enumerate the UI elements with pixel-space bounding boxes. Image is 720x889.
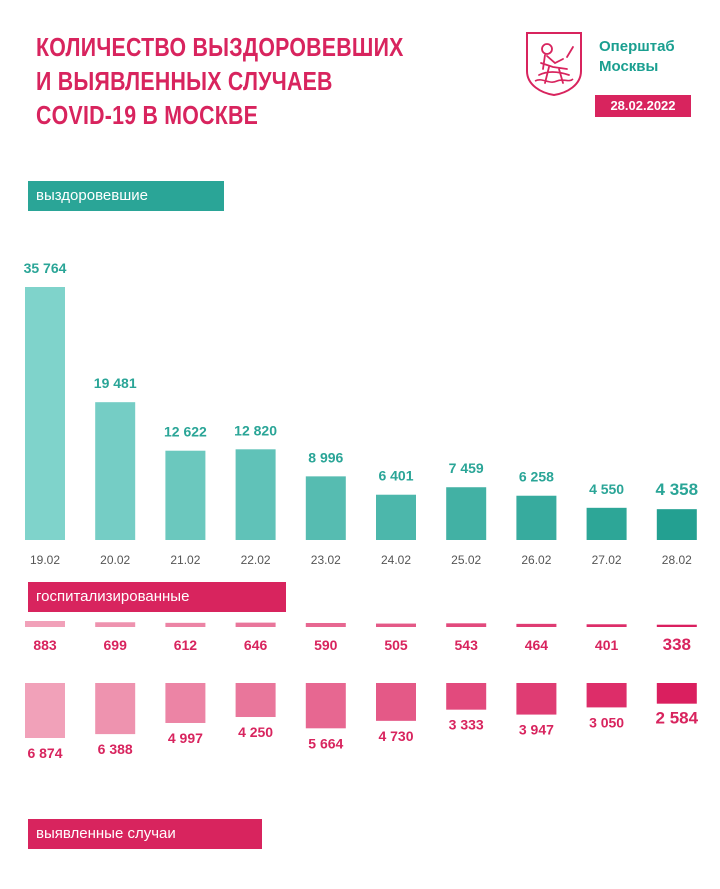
recovered-bar	[305, 476, 346, 540]
date-tick-label: 20.02	[100, 553, 130, 567]
recovered-value-label: 6 258	[519, 469, 554, 485]
detected-value-label: 3 947	[519, 722, 554, 738]
hospitalized-bar	[586, 624, 627, 627]
hospitalized-bar	[165, 622, 206, 627]
date-tick-label: 24.02	[381, 553, 411, 567]
recovered-value-label: 4 550	[589, 481, 624, 497]
hospitalized-value-label: 699	[104, 637, 128, 653]
recovered-bar	[586, 507, 627, 540]
hospitalized-value-label: 646	[244, 637, 268, 653]
detected-bar	[95, 683, 136, 735]
hospitalized-value-label: 883	[33, 637, 57, 653]
recovered-value-label: 8 996	[308, 449, 343, 465]
recovered-bar	[235, 449, 276, 540]
detected-bar	[305, 683, 346, 729]
hospitalized-bar	[516, 623, 557, 627]
detected-bar	[376, 683, 416, 721]
hospitalized-bar	[446, 623, 487, 627]
recovered-bar	[446, 487, 487, 540]
org-line-2: Москвы	[599, 58, 659, 75]
recovered-section-label: выздоровевшие	[28, 181, 224, 211]
hospitalized-bar	[95, 622, 136, 627]
hospitalized-value-label: 590	[314, 637, 338, 653]
date-tick-label: 26.02	[521, 553, 551, 567]
hospitalized-bar	[376, 623, 416, 627]
date-badge: 28.02.2022	[595, 95, 691, 117]
hospitalized-section-label: госпитализированные	[28, 582, 286, 612]
detected-value-label: 6 388	[98, 741, 133, 757]
hospitalized-value-label: 612	[174, 637, 198, 653]
detected-value-label: 3 050	[589, 714, 624, 730]
detected-value-label: 5 664	[308, 735, 343, 751]
detected-value-label: 4 730	[378, 728, 413, 744]
title-line-1: КОЛИЧЕСТВО ВЫЗДОРОВЕВШИХ	[36, 32, 404, 62]
detected-value-label: 4 250	[238, 724, 273, 740]
title-line-2: И ВЫЯВЛЕННЫХ СЛУЧАЕВ	[36, 66, 333, 96]
detected-bar	[516, 683, 557, 715]
hospitalized-bar	[235, 622, 276, 627]
recovered-value-label: 35 764	[24, 260, 67, 276]
date-tick-label: 27.02	[592, 553, 622, 567]
detected-value-label: 2 584	[656, 709, 699, 728]
detected-bar	[586, 683, 627, 708]
detected-bar	[446, 683, 487, 710]
recovered-value-label: 7 459	[449, 460, 484, 476]
recovered-value-label: 6 401	[378, 468, 413, 484]
hospitalized-bar	[656, 624, 697, 627]
title-line-3: COVID-19 В МОСКВЕ	[36, 100, 259, 130]
hospitalized-bar	[305, 622, 346, 627]
recovered-bar	[656, 509, 697, 540]
org-line-1: Оперштаб	[599, 38, 675, 55]
hospitalized-value-label: 464	[525, 637, 549, 653]
hospitalized-value-label: 338	[663, 635, 691, 654]
date-tick-label: 23.02	[311, 553, 341, 567]
recovered-value-label: 12 820	[234, 422, 277, 438]
page-title: КОЛИЧЕСТВО ВЫЗДОРОВЕВШИХ И ВЫЯВЛЕННЫХ СЛ…	[36, 30, 404, 132]
date-tick-label: 25.02	[451, 553, 481, 567]
detected-bar	[25, 683, 65, 738]
detected-bar	[165, 683, 206, 723]
recovered-bar	[516, 495, 557, 540]
detected-value-label: 4 997	[168, 730, 203, 746]
recovered-value-label: 19 481	[94, 375, 137, 391]
recovered-value-label: 4 358	[656, 480, 699, 499]
recovered-bar	[165, 450, 206, 540]
hospitalized-value-label: 401	[595, 637, 619, 653]
date-tick-label: 28.02	[662, 553, 692, 567]
detected-bar	[656, 683, 697, 704]
hospitalized-value-label: 505	[384, 637, 408, 653]
date-tick-label: 22.02	[241, 553, 271, 567]
moscow-coat-of-arms-icon	[526, 32, 582, 97]
detected-bar	[235, 683, 276, 718]
recovered-value-label: 12 622	[164, 424, 207, 440]
recovered-bar	[95, 402, 136, 540]
date-tick-label: 21.02	[170, 553, 200, 567]
detected-value-label: 6 874	[27, 745, 62, 761]
hospitalized-bar	[25, 621, 65, 627]
org-name: Оперштаб Москвы	[599, 37, 675, 77]
detected-section-label: выявленные случаи	[28, 819, 262, 849]
hospitalized-value-label: 543	[455, 637, 479, 653]
recovered-bar	[376, 494, 416, 540]
detected-value-label: 3 333	[449, 717, 484, 733]
recovered-bar	[25, 287, 65, 540]
date-tick-label: 19.02	[30, 553, 60, 567]
